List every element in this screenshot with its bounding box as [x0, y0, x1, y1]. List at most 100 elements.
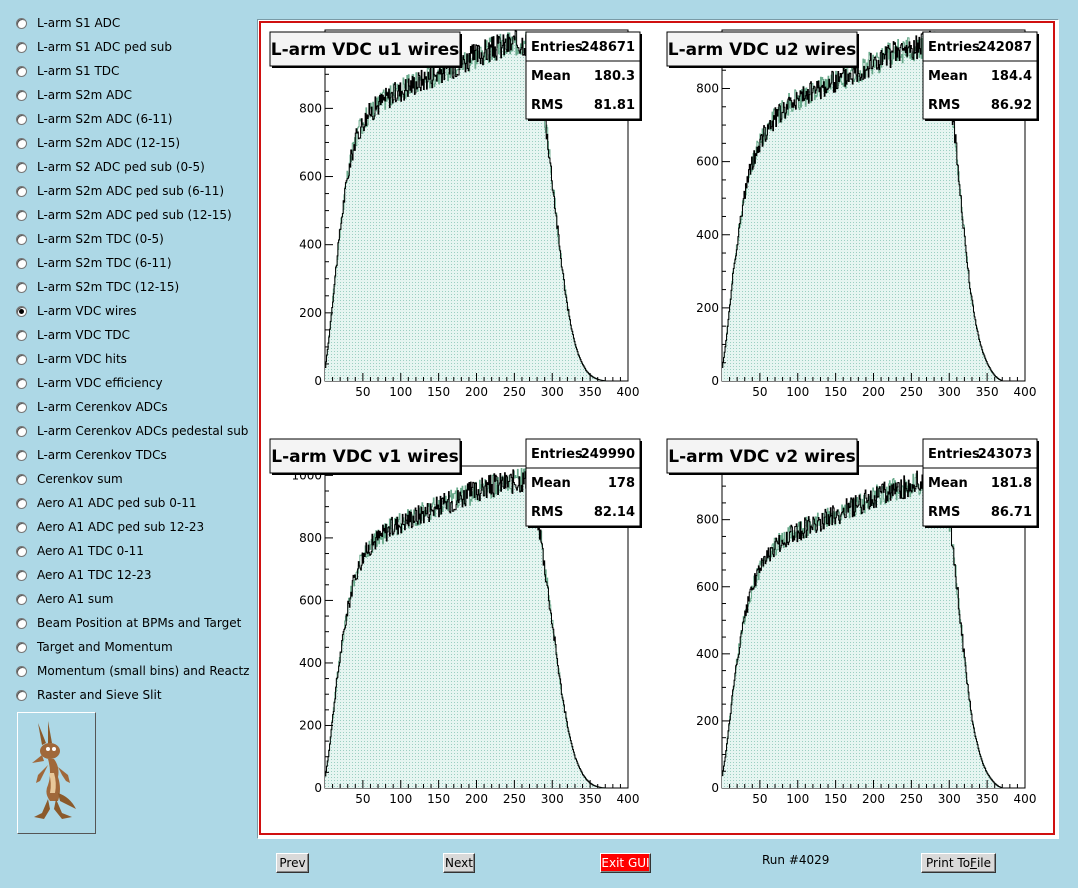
radio-unchecked-icon[interactable] [16, 521, 27, 533]
radio-unchecked-icon[interactable] [16, 137, 27, 149]
x-tick-label: 400 [1014, 385, 1037, 399]
plot-option-radio[interactable]: L-arm S1 ADC [16, 13, 120, 33]
exit-gui-button[interactable]: Exit GUI [600, 853, 651, 873]
radio-checked-icon[interactable] [16, 305, 27, 317]
radio-unchecked-icon[interactable] [16, 329, 27, 341]
x-tick-label: 50 [752, 385, 767, 399]
radio-unchecked-icon[interactable] [16, 473, 27, 485]
plot-option-radio[interactable]: L-arm S2m TDC (12-15) [16, 277, 179, 297]
histogram-panel: 50 100 150 200 250 300 350 400 0 200 400 600 800 L-ar… [666, 438, 1039, 806]
radio-unchecked-icon[interactable] [16, 545, 27, 557]
x-tick-label: 150 [824, 792, 847, 806]
stats-label-entries: Entries [531, 40, 583, 55]
radio-unchecked-icon[interactable] [16, 425, 27, 437]
plot-option-radio[interactable]: L-arm VDC TDC [16, 325, 130, 345]
x-tick-label: 250 [503, 792, 526, 806]
radio-unchecked-icon[interactable] [16, 689, 27, 701]
plot-option-radio[interactable]: L-arm S2 ADC ped sub (0-5) [16, 157, 205, 177]
plot-option-radio[interactable]: Aero A1 sum [16, 589, 113, 609]
radio-unchecked-icon[interactable] [16, 665, 27, 677]
histogram-line [722, 30, 1003, 382]
radio-unchecked-icon[interactable] [16, 113, 27, 125]
title-box [269, 438, 461, 474]
plot-option-radio[interactable]: L-arm S2m ADC (12-15) [16, 133, 180, 153]
plot-option-radio[interactable]: L-arm S1 ADC ped sub [16, 37, 172, 57]
plot-option-label: L-arm VDC efficiency [37, 376, 163, 390]
plot-option-label: Aero A1 ADC ped sub 0-11 [37, 496, 197, 510]
radio-unchecked-icon[interactable] [16, 257, 27, 269]
plot-option-radio[interactable]: L-arm S1 TDC [16, 61, 119, 81]
x-tick-label: 350 [976, 792, 999, 806]
y-tick-label: 0 [711, 781, 719, 795]
radio-unchecked-icon[interactable] [16, 17, 27, 29]
y-tick-label: 400 [696, 647, 719, 661]
run-number-label: Run #4029 [762, 853, 830, 867]
plot-option-radio[interactable]: Aero A1 ADC ped sub 0-11 [16, 493, 196, 513]
stats-label-rms: RMS [531, 98, 563, 113]
plot-option-label: L-arm VDC wires [37, 304, 137, 318]
plot-option-radio[interactable]: Aero A1 TDC 0-11 [16, 541, 144, 561]
plot-option-radio[interactable]: Target and Momentum [16, 637, 173, 657]
y-tick-label: 800 [696, 513, 719, 527]
plot-option-label: Target and Momentum [37, 640, 173, 654]
plot-option-radio[interactable]: Aero A1 TDC 12-23 [16, 565, 152, 585]
plot-option-radio[interactable]: L-arm S2m ADC ped sub (12-15) [16, 205, 232, 225]
radio-unchecked-icon[interactable] [16, 497, 27, 509]
plot-option-radio[interactable]: L-arm VDC efficiency [16, 373, 163, 393]
plot-option-radio[interactable]: Raster and Sieve Slit [16, 685, 162, 705]
radio-unchecked-icon[interactable] [16, 233, 27, 245]
radio-unchecked-icon[interactable] [16, 209, 27, 221]
x-tick-label: 50 [355, 792, 370, 806]
plot-option-label: Beam Position at BPMs and Target [37, 616, 242, 630]
radio-unchecked-icon[interactable] [16, 569, 27, 581]
plot-option-radio[interactable]: Momentum (small bins) and Reactz [16, 661, 249, 681]
x-tick-label: 400 [1014, 792, 1037, 806]
plot-option-radio[interactable]: Beam Position at BPMs and Target [16, 613, 241, 633]
radio-unchecked-icon[interactable] [16, 449, 27, 461]
stats-value-entries: 249990 [581, 447, 635, 462]
title-box [666, 438, 858, 474]
stats-box [922, 438, 1038, 527]
plot-option-label: L-arm S1 TDC [37, 64, 120, 78]
radio-unchecked-icon[interactable] [16, 641, 27, 653]
radio-unchecked-icon[interactable] [16, 161, 27, 173]
y-tick-label: 600 [299, 170, 322, 184]
stats-box [922, 31, 1038, 120]
plot-option-radio[interactable]: L-arm S2m TDC (0-5) [16, 229, 164, 249]
x-tick-label: 200 [862, 385, 885, 399]
radio-unchecked-icon[interactable] [16, 185, 27, 197]
next-button[interactable]: Next [443, 853, 475, 873]
radio-unchecked-icon[interactable] [16, 281, 27, 293]
radio-unchecked-icon[interactable] [16, 353, 27, 365]
plot-option-radio[interactable]: L-arm S2m TDC (6-11) [16, 253, 172, 273]
plot-option-radio[interactable]: Cerenkov sum [16, 469, 123, 489]
plot-option-radio[interactable]: L-arm Cerenkov ADCs [16, 397, 168, 417]
radio-unchecked-icon[interactable] [16, 617, 27, 629]
y-tick-label: 200 [696, 714, 719, 728]
plot-option-radio[interactable]: L-arm S2m ADC ped sub (6-11) [16, 181, 224, 201]
x-tick-label: 400 [617, 792, 640, 806]
radio-unchecked-icon[interactable] [16, 41, 27, 53]
plot-option-radio[interactable]: L-arm VDC hits [16, 349, 127, 369]
plot-option-radio[interactable]: L-arm VDC wires [16, 301, 136, 321]
radio-unchecked-icon[interactable] [16, 593, 27, 605]
histogram-title: L-arm VDC v2 wires [668, 447, 855, 467]
prev-button[interactable]: Prev [276, 853, 309, 873]
plot-option-radio[interactable]: L-arm Cerenkov ADCs pedestal sub [16, 421, 248, 441]
plot-option-radio[interactable]: L-arm S2m ADC (6-11) [16, 109, 172, 129]
plot-canvas: 5010015020025030035040002004006008001000… [259, 21, 1055, 835]
coyote-logo-icon [32, 721, 76, 819]
radio-unchecked-icon[interactable] [16, 65, 27, 77]
stats-label-rms: RMS [531, 505, 563, 520]
plot-option-radio[interactable]: L-arm S2m ADC [16, 85, 132, 105]
y-tick-label: 200 [299, 306, 322, 320]
radio-unchecked-icon[interactable] [16, 89, 27, 101]
radio-unchecked-icon[interactable] [16, 401, 27, 413]
radio-unchecked-icon[interactable] [16, 377, 27, 389]
coyote-logo [17, 712, 96, 834]
plot-option-label: L-arm S2m ADC ped sub (6-11) [37, 184, 225, 198]
plot-option-radio[interactable]: L-arm Cerenkov TDCs [16, 445, 167, 465]
y-tick-label: 400 [299, 238, 322, 252]
plot-option-radio[interactable]: Aero A1 ADC ped sub 12-23 [16, 517, 204, 537]
